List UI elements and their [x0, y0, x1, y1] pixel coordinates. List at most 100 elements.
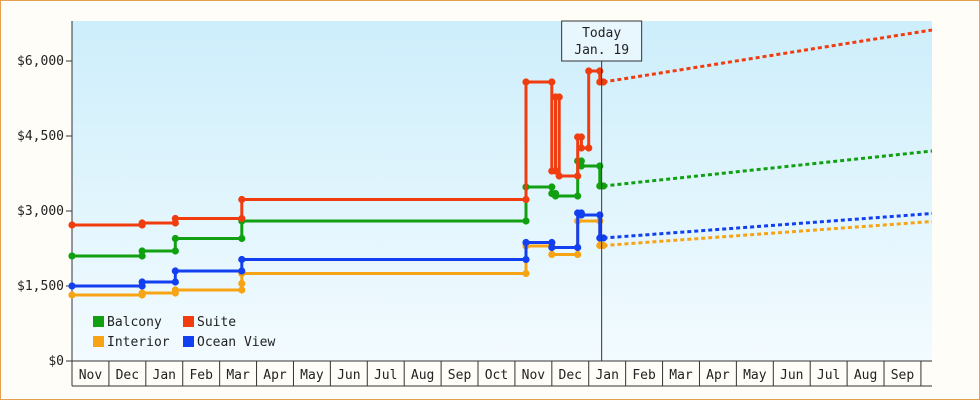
- today-box: [561, 20, 643, 62]
- data-point: [522, 195, 530, 204]
- series-interior: [68, 217, 933, 299]
- data-point: [555, 93, 563, 101]
- x-tick-label: Dec: [559, 368, 582, 383]
- legend-swatch: [93, 316, 104, 327]
- today-marker: Today Jan. 19: [561, 20, 643, 361]
- x-tick-label: Jun: [780, 368, 803, 383]
- x-tick-label: Sep: [891, 368, 915, 383]
- x-tick-label: Nov: [79, 368, 103, 383]
- y-tick-label: $4,500: [17, 129, 64, 144]
- data-point: [577, 162, 585, 170]
- x-tick-label: Jul: [817, 368, 840, 383]
- series-balcony: [68, 149, 933, 260]
- legend-swatch: [93, 336, 104, 347]
- x-tick-label: Jun: [337, 368, 360, 383]
- data-point: [577, 133, 585, 141]
- x-tick-label: May: [743, 368, 767, 383]
- y-axis: $0 $1,500 $3,000 $4,500 $6,000: [17, 21, 73, 369]
- series-ocean-view: [68, 209, 933, 290]
- x-axis: Nov Dec Jan Feb Mar Apr May Jun Jul Aug Sep Oct Nov D…: [71, 360, 932, 387]
- x-tick-label: Aug: [411, 368, 434, 383]
- data-point: [238, 214, 246, 223]
- data-point: [138, 219, 146, 227]
- data-point: [585, 144, 593, 152]
- data-point: [522, 269, 530, 278]
- data-point: [522, 78, 530, 86]
- data-point: [68, 252, 76, 260]
- forecast-line: [603, 220, 933, 247]
- x-tick-label: Nov: [522, 368, 546, 383]
- legend-swatch: [183, 316, 194, 327]
- data-point: [138, 289, 146, 297]
- legend-label: Suite: [197, 315, 236, 330]
- data-point: [574, 192, 582, 200]
- data-point: [555, 172, 563, 180]
- today-date: Jan. 19: [574, 43, 629, 58]
- data-point: [577, 211, 585, 219]
- data-point: [171, 214, 179, 223]
- data-point: [238, 255, 246, 264]
- data-point: [171, 234, 179, 243]
- data-point: [171, 278, 179, 286]
- series-layer: [68, 28, 933, 299]
- data-point: [577, 157, 585, 165]
- x-tick-label: May: [300, 368, 324, 383]
- x-tick-label: Sep: [448, 368, 472, 383]
- data-point: [585, 67, 593, 75]
- data-point: [238, 286, 246, 294]
- y-tick-label: $1,500: [17, 279, 64, 294]
- data-point: [68, 291, 76, 299]
- x-tick-label: Jan: [595, 368, 618, 383]
- data-point: [138, 247, 146, 255]
- today-label: Today: [582, 26, 621, 41]
- data-point: [548, 78, 556, 86]
- data-point: [68, 221, 76, 229]
- x-tick-label: Jan: [153, 368, 176, 383]
- y-tick-label: $0: [48, 354, 64, 369]
- legend-label: Interior: [107, 335, 170, 350]
- data-point: [548, 243, 556, 252]
- data-point: [548, 183, 556, 191]
- series-suite: [68, 28, 933, 229]
- y-tick-label: $6,000: [17, 54, 64, 69]
- data-point: [171, 286, 179, 294]
- data-point: [238, 279, 246, 288]
- data-point: [238, 267, 246, 275]
- data-point: [574, 250, 582, 259]
- forecast-line: [603, 149, 933, 188]
- x-tick-label: Jul: [374, 368, 397, 383]
- plot-area: [72, 21, 932, 361]
- data-point: [238, 234, 246, 243]
- legend: Balcony Suite Interior Ocean View: [93, 315, 275, 350]
- x-tick-label: Feb: [189, 368, 213, 383]
- data-point: [548, 250, 556, 259]
- data-point: [68, 282, 76, 290]
- x-tick-label: Dec: [116, 368, 139, 383]
- x-tick-label: Apr: [263, 368, 287, 383]
- data-point: [596, 211, 604, 219]
- data-point: [522, 255, 530, 264]
- data-point: [171, 267, 179, 275]
- x-tick-label: Aug: [854, 368, 877, 383]
- data-point: [577, 144, 585, 152]
- forecast-line: [603, 212, 933, 240]
- data-point: [238, 195, 246, 204]
- x-tick-label: Oct: [485, 368, 508, 383]
- x-tick-label: Feb: [632, 368, 656, 383]
- data-point: [138, 278, 146, 286]
- data-point: [574, 172, 582, 180]
- data-point: [596, 67, 604, 75]
- x-tick-label: Mar: [669, 368, 693, 383]
- data-point: [574, 243, 582, 252]
- y-tick-label: $3,000: [17, 204, 64, 219]
- data-point: [522, 238, 530, 247]
- data-point: [548, 238, 556, 247]
- data-point: [551, 192, 560, 200]
- data-point: [596, 162, 604, 170]
- data-point: [171, 247, 179, 255]
- legend-label: Ocean View: [197, 335, 275, 350]
- x-tick-label: Apr: [706, 368, 730, 383]
- legend-swatch: [183, 336, 194, 347]
